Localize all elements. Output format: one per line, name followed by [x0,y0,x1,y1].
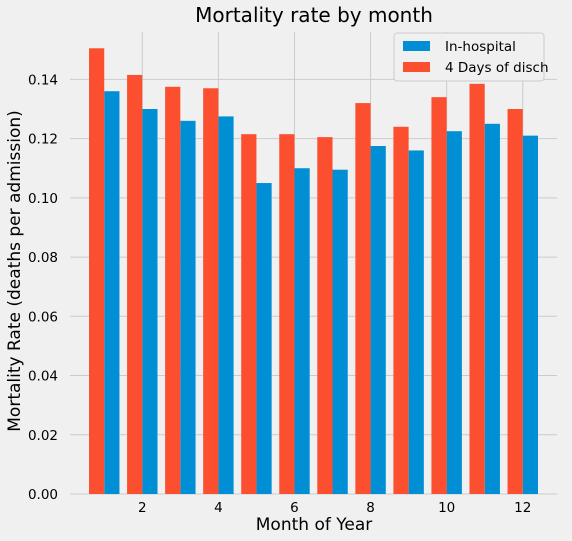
ticks: 0.00 0.02 0.04 0.06 0.08 0.10 0.12 0.14 2 4 6 8 10 12 [28,72,531,516]
bar-4-days-of-disch [203,88,219,495]
legend: In-hospital 4 Days of disch [393,32,549,82]
bar-4-days-of-disch [127,74,143,494]
bar-4-days-of-disch [241,134,257,494]
legend-label-4-days: 4 Days of disch [445,60,549,76]
y-tick-label: 0.08 [28,250,58,266]
bar-in-hospital [446,131,462,494]
bars [89,48,538,495]
bar-in-hospital [104,91,120,494]
x-tick-label: 8 [366,500,375,516]
legend-swatch-4-days [403,62,430,72]
bar-4-days-of-disch [469,83,485,495]
bar-in-hospital [408,150,424,494]
bar-4-days-of-disch [507,109,523,494]
bar-in-hospital [370,146,386,494]
bar-in-hospital [256,183,272,495]
y-tick-label: 0.10 [28,191,58,207]
x-tick-label: 6 [290,500,299,516]
bar-in-hospital [142,109,158,494]
x-tick-label: 10 [438,500,455,516]
bar-4-days-of-disch [393,126,409,495]
bar-4-days-of-disch [89,48,105,495]
y-tick-label: 0.00 [28,487,58,503]
y-tick-label: 0.02 [28,428,58,444]
bar-in-hospital [484,123,500,495]
legend-label-in-hospital: In-hospital [445,39,516,55]
bar-4-days-of-disch [431,97,447,495]
legend-box [393,32,545,82]
y-tick-label: 0.14 [28,72,58,88]
bar-in-hospital [180,120,196,494]
x-axis-label: Month of Year [256,515,372,535]
legend-swatch-in-hospital [403,41,430,51]
x-tick-label: 2 [138,500,147,516]
x-tick-label: 4 [214,500,223,516]
bar-4-days-of-disch [279,134,295,494]
bar-in-hospital [332,169,348,494]
y-axis-label: Mortality Rate (deaths per admission) [5,110,25,431]
bar-4-days-of-disch [165,86,181,495]
y-tick-label: 0.12 [28,132,58,148]
chart-title: Mortality rate by month [195,3,433,27]
x-tick-label: 12 [514,500,531,516]
bar-in-hospital [294,168,310,494]
y-tick-label: 0.06 [28,309,58,325]
y-tick-label: 0.04 [28,369,58,385]
bar-4-days-of-disch [355,103,371,495]
bar-in-hospital [218,116,234,495]
bar-4-days-of-disch [317,137,333,494]
bar-in-hospital [522,135,538,494]
